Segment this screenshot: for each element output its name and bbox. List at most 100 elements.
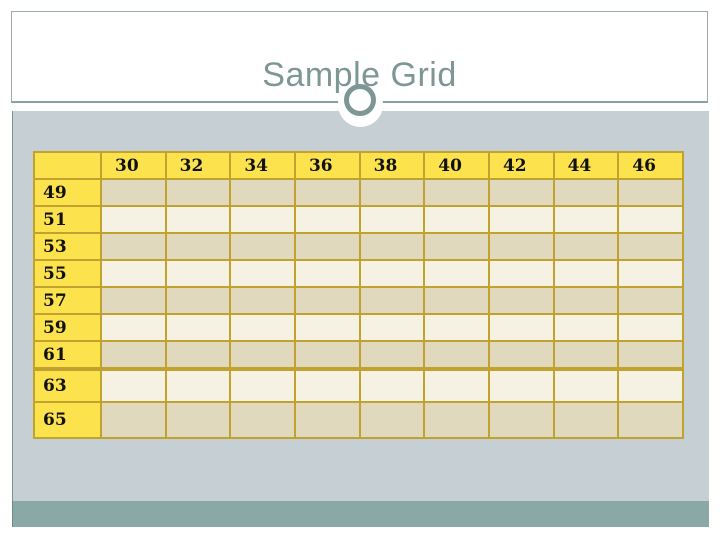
cell-r65-c30	[100, 401, 167, 439]
cell-r61-c34	[229, 340, 296, 370]
cell-r53-c34	[229, 232, 296, 261]
cell-r59-c36	[293, 313, 361, 342]
cell-r65-c46	[617, 401, 684, 439]
cell-r55-c36	[293, 259, 361, 288]
grid-row-53: 53	[33, 232, 684, 261]
cell-r55-c40	[423, 259, 490, 288]
sample-grid-table: 30 32 34 36 38 40 42 44 46 49 51 53 55 57 59 61 63 65	[33, 151, 684, 439]
col-header-32: 32	[164, 151, 232, 180]
row-header-65: 65	[33, 401, 102, 439]
grid-row-61: 61	[33, 340, 684, 370]
cell-r55-c34	[229, 259, 296, 288]
footer-accent-strip	[12, 501, 709, 527]
cell-r53-c36	[293, 232, 361, 261]
cell-r65-c38	[358, 401, 426, 439]
cell-r57-c36	[293, 286, 361, 315]
cell-r63-c36	[293, 367, 361, 403]
cell-r57-c34	[229, 286, 296, 315]
cell-r49-c44	[552, 178, 620, 207]
grid-row-63: 63	[33, 367, 684, 403]
cell-r49-c38	[358, 178, 426, 207]
cell-r53-c32	[164, 232, 232, 261]
row-header-63: 63	[33, 367, 102, 403]
cell-r51-c46	[617, 205, 684, 234]
col-header-30: 30	[100, 151, 167, 180]
cell-r61-c30	[100, 340, 167, 370]
circle-ornament-ring	[344, 84, 376, 116]
cell-r65-c32	[164, 401, 232, 439]
cell-r49-c32	[164, 178, 232, 207]
cell-r59-c44	[552, 313, 620, 342]
cell-r63-c44	[552, 367, 620, 403]
cell-r57-c30	[100, 286, 167, 315]
cell-r53-c46	[617, 232, 684, 261]
cell-r65-c44	[552, 401, 620, 439]
grid-row-57: 57	[33, 286, 684, 315]
grid-header-row: 30 32 34 36 38 40 42 44 46	[33, 151, 684, 180]
cell-r53-c30	[100, 232, 167, 261]
cell-r61-c44	[552, 340, 620, 370]
cell-r65-c42	[487, 401, 555, 439]
cell-r55-c32	[164, 259, 232, 288]
cell-r57-c42	[487, 286, 555, 315]
cell-r61-c36	[293, 340, 361, 370]
col-header-36: 36	[293, 151, 361, 180]
col-header-34: 34	[229, 151, 296, 180]
cell-r51-c32	[164, 205, 232, 234]
cell-r49-c36	[293, 178, 361, 207]
cell-r63-c46	[617, 367, 684, 403]
cell-r55-c30	[100, 259, 167, 288]
cell-r51-c36	[293, 205, 361, 234]
cell-r51-c42	[487, 205, 555, 234]
cell-r51-c34	[229, 205, 296, 234]
cell-r51-c38	[358, 205, 426, 234]
row-header-51: 51	[33, 205, 102, 234]
cell-r61-c42	[487, 340, 555, 370]
cell-r57-c46	[617, 286, 684, 315]
col-header-40: 40	[423, 151, 490, 180]
cell-r63-c34	[229, 367, 296, 403]
grid-row-51: 51	[33, 205, 684, 234]
grid-row-59: 59	[33, 313, 684, 342]
cell-r57-c38	[358, 286, 426, 315]
cell-r49-c34	[229, 178, 296, 207]
cell-r57-c40	[423, 286, 490, 315]
cell-r63-c42	[487, 367, 555, 403]
cell-r65-c40	[423, 401, 490, 439]
cell-r51-c30	[100, 205, 167, 234]
cell-r59-c32	[164, 313, 232, 342]
cell-r55-c38	[358, 259, 426, 288]
row-header-61: 61	[33, 340, 102, 370]
cell-r59-c30	[100, 313, 167, 342]
cell-r49-c42	[487, 178, 555, 207]
cell-r55-c44	[552, 259, 620, 288]
corner-cell	[33, 151, 102, 180]
cell-r57-c44	[552, 286, 620, 315]
col-header-46: 46	[617, 151, 684, 180]
cell-r59-c38	[358, 313, 426, 342]
cell-r53-c42	[487, 232, 555, 261]
cell-r59-c46	[617, 313, 684, 342]
cell-r63-c32	[164, 367, 232, 403]
cell-r63-c30	[100, 367, 167, 403]
cell-r65-c34	[229, 401, 296, 439]
row-header-59: 59	[33, 313, 102, 342]
grid-row-55: 55	[33, 259, 684, 288]
cell-r49-c30	[100, 178, 167, 207]
cell-r53-c40	[423, 232, 490, 261]
cell-r53-c44	[552, 232, 620, 261]
cell-r51-c40	[423, 205, 490, 234]
grid-row-49: 49	[33, 178, 684, 207]
cell-r65-c36	[293, 401, 361, 439]
row-header-55: 55	[33, 259, 102, 288]
col-header-38: 38	[358, 151, 426, 180]
cell-r53-c38	[358, 232, 426, 261]
cell-r63-c40	[423, 367, 490, 403]
row-header-53: 53	[33, 232, 102, 261]
cell-r61-c40	[423, 340, 490, 370]
cell-r57-c32	[164, 286, 232, 315]
cell-r55-c46	[617, 259, 684, 288]
row-header-49: 49	[33, 178, 102, 207]
cell-r61-c38	[358, 340, 426, 370]
cell-r49-c46	[617, 178, 684, 207]
